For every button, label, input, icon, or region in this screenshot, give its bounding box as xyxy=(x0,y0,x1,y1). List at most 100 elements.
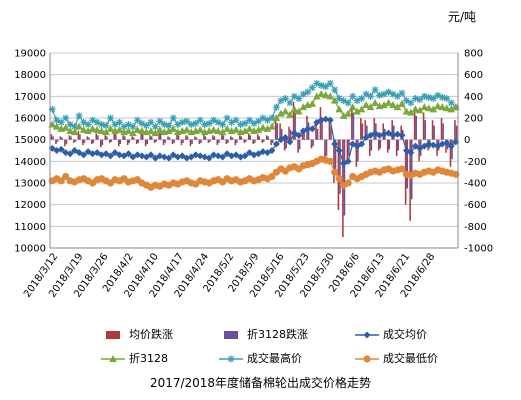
point-avg-price xyxy=(358,140,366,148)
bar-change-3128 xyxy=(115,134,117,140)
bar-avg-change xyxy=(95,133,98,140)
point-max-price xyxy=(434,91,442,99)
bar-change-3128 xyxy=(379,139,382,149)
point-max-price xyxy=(129,123,137,131)
bar-avg-change xyxy=(395,139,398,156)
point-avg-price xyxy=(124,150,132,158)
bar-avg-change xyxy=(216,139,219,146)
point-min-price xyxy=(326,157,334,165)
point-price-3128 xyxy=(380,101,388,108)
bar-avg-change xyxy=(135,139,138,144)
y-right-tick-label: -200 xyxy=(464,157,487,168)
point-price-3128 xyxy=(133,125,142,133)
point-max-price xyxy=(102,122,110,130)
bar-avg-change xyxy=(364,120,367,140)
point-max-price xyxy=(367,92,375,100)
bar-change-3128 xyxy=(186,136,189,140)
bar-change-3128 xyxy=(74,139,77,142)
point-price-3128 xyxy=(353,107,361,115)
point-avg-price xyxy=(281,134,289,141)
bar-avg-change xyxy=(207,139,210,143)
point-price-3128 xyxy=(88,124,97,132)
point-max-price xyxy=(259,114,267,122)
point-price-3128 xyxy=(66,127,74,134)
bar-change-3128 xyxy=(128,139,131,143)
point-max-price xyxy=(362,90,370,98)
point-price-3128 xyxy=(263,124,272,132)
point-price-3128 xyxy=(93,125,101,133)
bar-avg-change xyxy=(243,139,246,143)
point-price-3128 xyxy=(156,125,164,133)
bar-avg-change xyxy=(104,135,107,140)
point-max-price xyxy=(205,119,213,127)
bar-avg-change xyxy=(333,139,335,183)
point-price-3128 xyxy=(438,103,447,111)
bar-avg-change xyxy=(238,135,241,140)
point-max-price xyxy=(210,116,218,124)
point-price-3128 xyxy=(245,124,254,132)
y-left-tick-label: 19000 xyxy=(14,49,46,60)
bar-avg-change xyxy=(117,139,120,147)
point-max-price xyxy=(151,123,159,131)
point-max-price xyxy=(93,118,101,126)
point-max-price xyxy=(304,88,312,96)
point-price-3128 xyxy=(102,128,110,136)
bar-avg-change xyxy=(234,139,237,146)
legend: 均价跌涨 折3128跌涨 成交均价 折3128 成交最高价 成交最低价 xyxy=(0,322,521,370)
bar-avg-change xyxy=(158,129,160,140)
point-price-3128 xyxy=(223,124,231,132)
point-min-price xyxy=(268,172,276,181)
bar-avg-change xyxy=(315,123,317,140)
point-price-3128 xyxy=(317,90,326,98)
bar-avg-change xyxy=(454,120,456,140)
y-left-tick-label: 17000 xyxy=(14,92,46,103)
point-price-3128 xyxy=(129,129,137,137)
point-price-3128 xyxy=(232,125,240,133)
bar-avg-change xyxy=(221,133,223,140)
y-right-tick-label: -400 xyxy=(464,179,487,190)
point-price-3128 xyxy=(299,103,308,111)
bar-change-3128 xyxy=(254,139,256,143)
bar-change-3128 xyxy=(146,139,148,144)
bar-avg-change xyxy=(431,120,434,140)
point-avg-price xyxy=(443,139,451,147)
bar-avg-change xyxy=(247,133,250,140)
point-price-3128 xyxy=(106,124,115,132)
bar-change-3128 xyxy=(289,129,292,140)
point-price-3128 xyxy=(393,103,402,111)
point-max-price xyxy=(268,114,276,122)
point-max-price xyxy=(196,116,204,124)
point-max-price xyxy=(349,92,357,100)
bar-change-3128 xyxy=(137,139,139,143)
point-max-price xyxy=(133,116,141,124)
point-max-price xyxy=(120,123,128,131)
bar-change-3128 xyxy=(271,139,274,143)
legend-label: 成交均价 xyxy=(383,328,427,341)
point-price-3128 xyxy=(254,125,263,133)
point-max-price xyxy=(425,93,433,101)
point-max-price xyxy=(250,119,258,127)
bar-change-3128 xyxy=(343,139,346,216)
bar-avg-change xyxy=(180,139,183,146)
point-max-price xyxy=(447,99,455,107)
point-max-price xyxy=(246,116,254,124)
point-max-price xyxy=(178,118,186,126)
legend-label: 成交最高价 xyxy=(247,352,302,365)
bar-change-3128 xyxy=(141,134,144,140)
point-max-price xyxy=(232,116,240,124)
point-avg-price xyxy=(398,131,406,139)
bar-change-3128 xyxy=(325,139,328,156)
bar-avg-change xyxy=(162,139,165,146)
bar-change-3128 xyxy=(106,136,108,140)
point-max-price xyxy=(340,97,348,105)
point-price-3128 xyxy=(295,107,303,115)
point-price-3128 xyxy=(407,108,415,116)
bar-change-3128 xyxy=(357,139,359,162)
point-min-price xyxy=(344,179,352,187)
bar-avg-change xyxy=(131,136,133,140)
point-min-price xyxy=(331,168,339,176)
legend-swatch-marker xyxy=(227,355,235,363)
point-avg-price xyxy=(304,125,312,133)
bar-avg-change xyxy=(194,136,196,140)
